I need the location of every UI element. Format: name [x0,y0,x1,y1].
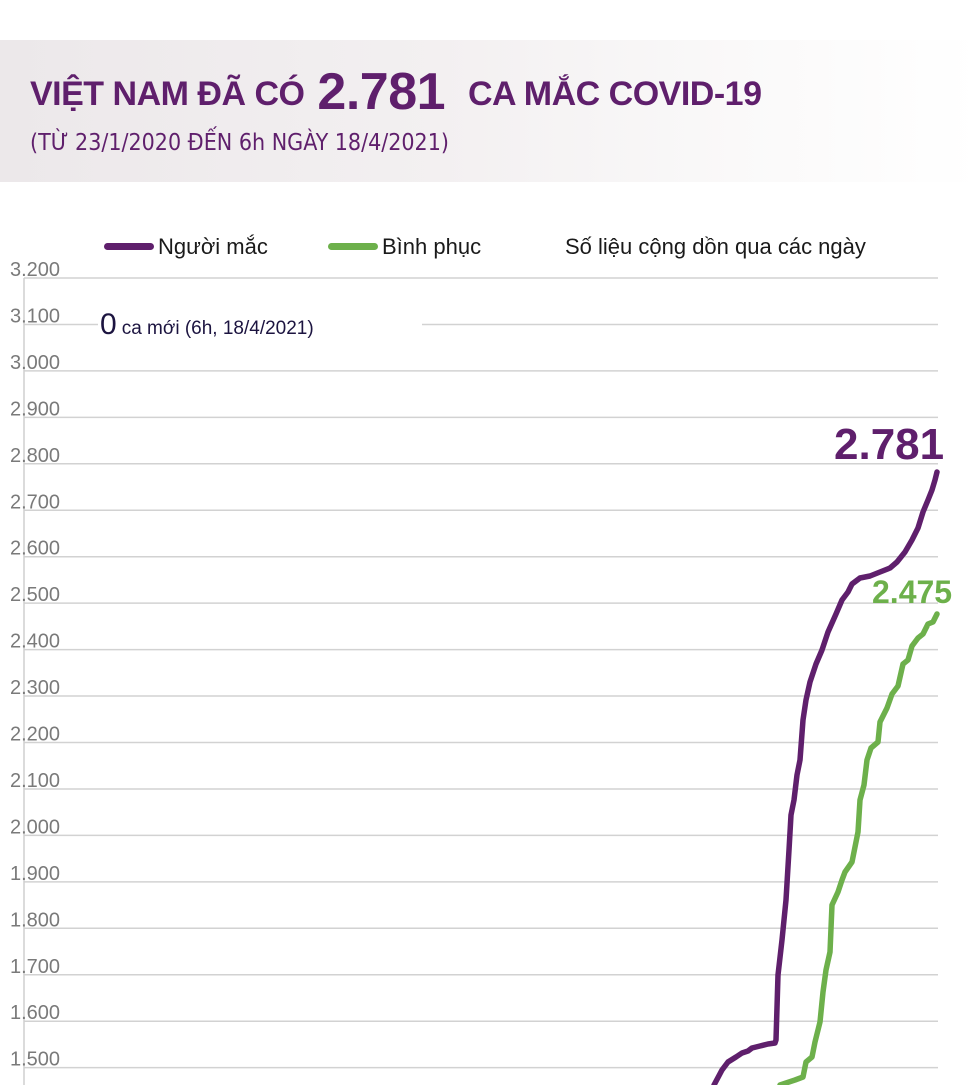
y-tick-label: 2.100 [10,770,60,792]
y-tick-label: 2.200 [10,724,60,746]
legend-label-cases: Người mắc [158,234,268,259]
y-tick-label: 2.500 [10,584,60,606]
title-suffix: CA MẮC COVID-19 [468,75,762,113]
y-axis-ticks: 3.200 3.100 3.000 2.900 2.800 2.700 2.600 2.500… [10,259,60,1071]
y-tick-label: 1.600 [10,1002,60,1024]
y-tick-label: 2.000 [10,816,60,838]
legend-swatch-recovered [328,242,378,250]
y-tick-label: 2.800 [10,445,60,467]
legend-swatch-cases [104,242,154,250]
recovered-end-label: 2.475 [872,574,953,610]
cumulative-note: Số liệu cộng dồn qua các ngày [565,234,866,259]
header-band [0,40,980,182]
series-recovered-line [777,611,940,1085]
y-tick-label: 1.500 [10,1049,60,1071]
y-tick-label: 2.700 [10,491,60,513]
new-cases-text: ca mới (6h, 18/4/2021) [121,318,314,339]
page-title: VIỆT NAM ĐÃ CÓ 2.781 CA MẮC COVID-19 [30,62,762,122]
y-tick-label: 2.400 [10,631,60,653]
y-tick-label: 3.200 [10,259,60,281]
y-tick-label: 1.700 [10,956,60,978]
legend-item-cases: Người mắc [104,234,268,260]
series-cases-line [711,469,940,1085]
title-number: 2.781 [317,63,446,121]
y-tick-label: 2.900 [10,398,60,420]
legend-label-recovered: Bình phục [382,234,482,259]
y-tick-label: 3.100 [10,305,60,327]
new-cases-annotation: 0 ca mới (6h, 18/4/2021) [100,308,314,342]
page-subtitle: (TỪ 23/1/2020 ĐẾN 6h NGÀY 18/4/2021) [30,130,449,156]
y-tick-label: 1.900 [10,863,60,885]
title-prefix: VIỆT NAM ĐÃ CÓ [30,75,305,113]
y-tick-label: 2.600 [10,538,60,560]
y-tick-label: 1.800 [10,909,60,931]
legend-item-recovered: Bình phục [328,234,481,260]
cases-end-label: 2.781 [834,420,945,469]
y-tick-label: 3.000 [10,352,60,374]
new-cases-number: 0 [100,308,117,341]
gridlines [24,277,938,1069]
y-tick-label: 2.300 [10,677,60,699]
